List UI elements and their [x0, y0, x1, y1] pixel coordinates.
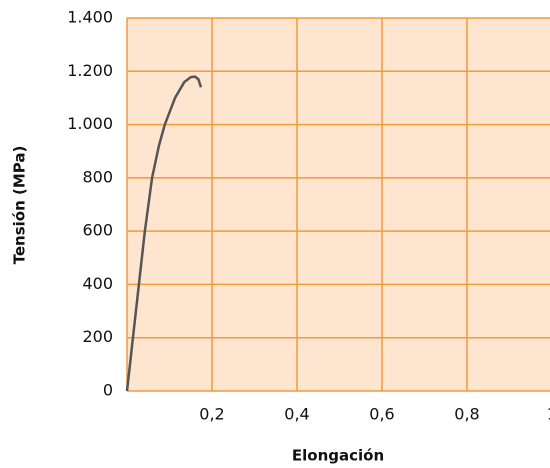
- x-tick-label: 0,4: [284, 405, 309, 424]
- x-tick-label: 0,8: [454, 405, 479, 424]
- y-tick-label: 400: [82, 274, 113, 293]
- y-axis-label: Tensión (MPa): [11, 146, 29, 265]
- y-tick-label: 0: [103, 381, 113, 400]
- x-tick-label: 1: [547, 405, 550, 424]
- y-tick-label: 1.400: [67, 8, 113, 27]
- x-axis-label: Elongación: [292, 447, 384, 465]
- y-tick-label: 800: [82, 167, 113, 186]
- y-tick-label: 600: [82, 221, 113, 240]
- x-tick-label: 0,6: [369, 405, 394, 424]
- y-tick-label: 1.200: [67, 61, 113, 80]
- plot-background: [127, 18, 550, 391]
- y-tick-label: 1.000: [67, 114, 113, 133]
- data-line: [125, 75, 203, 392]
- x-tick-label: 0,2: [199, 405, 224, 424]
- y-tick-label: 200: [82, 327, 113, 346]
